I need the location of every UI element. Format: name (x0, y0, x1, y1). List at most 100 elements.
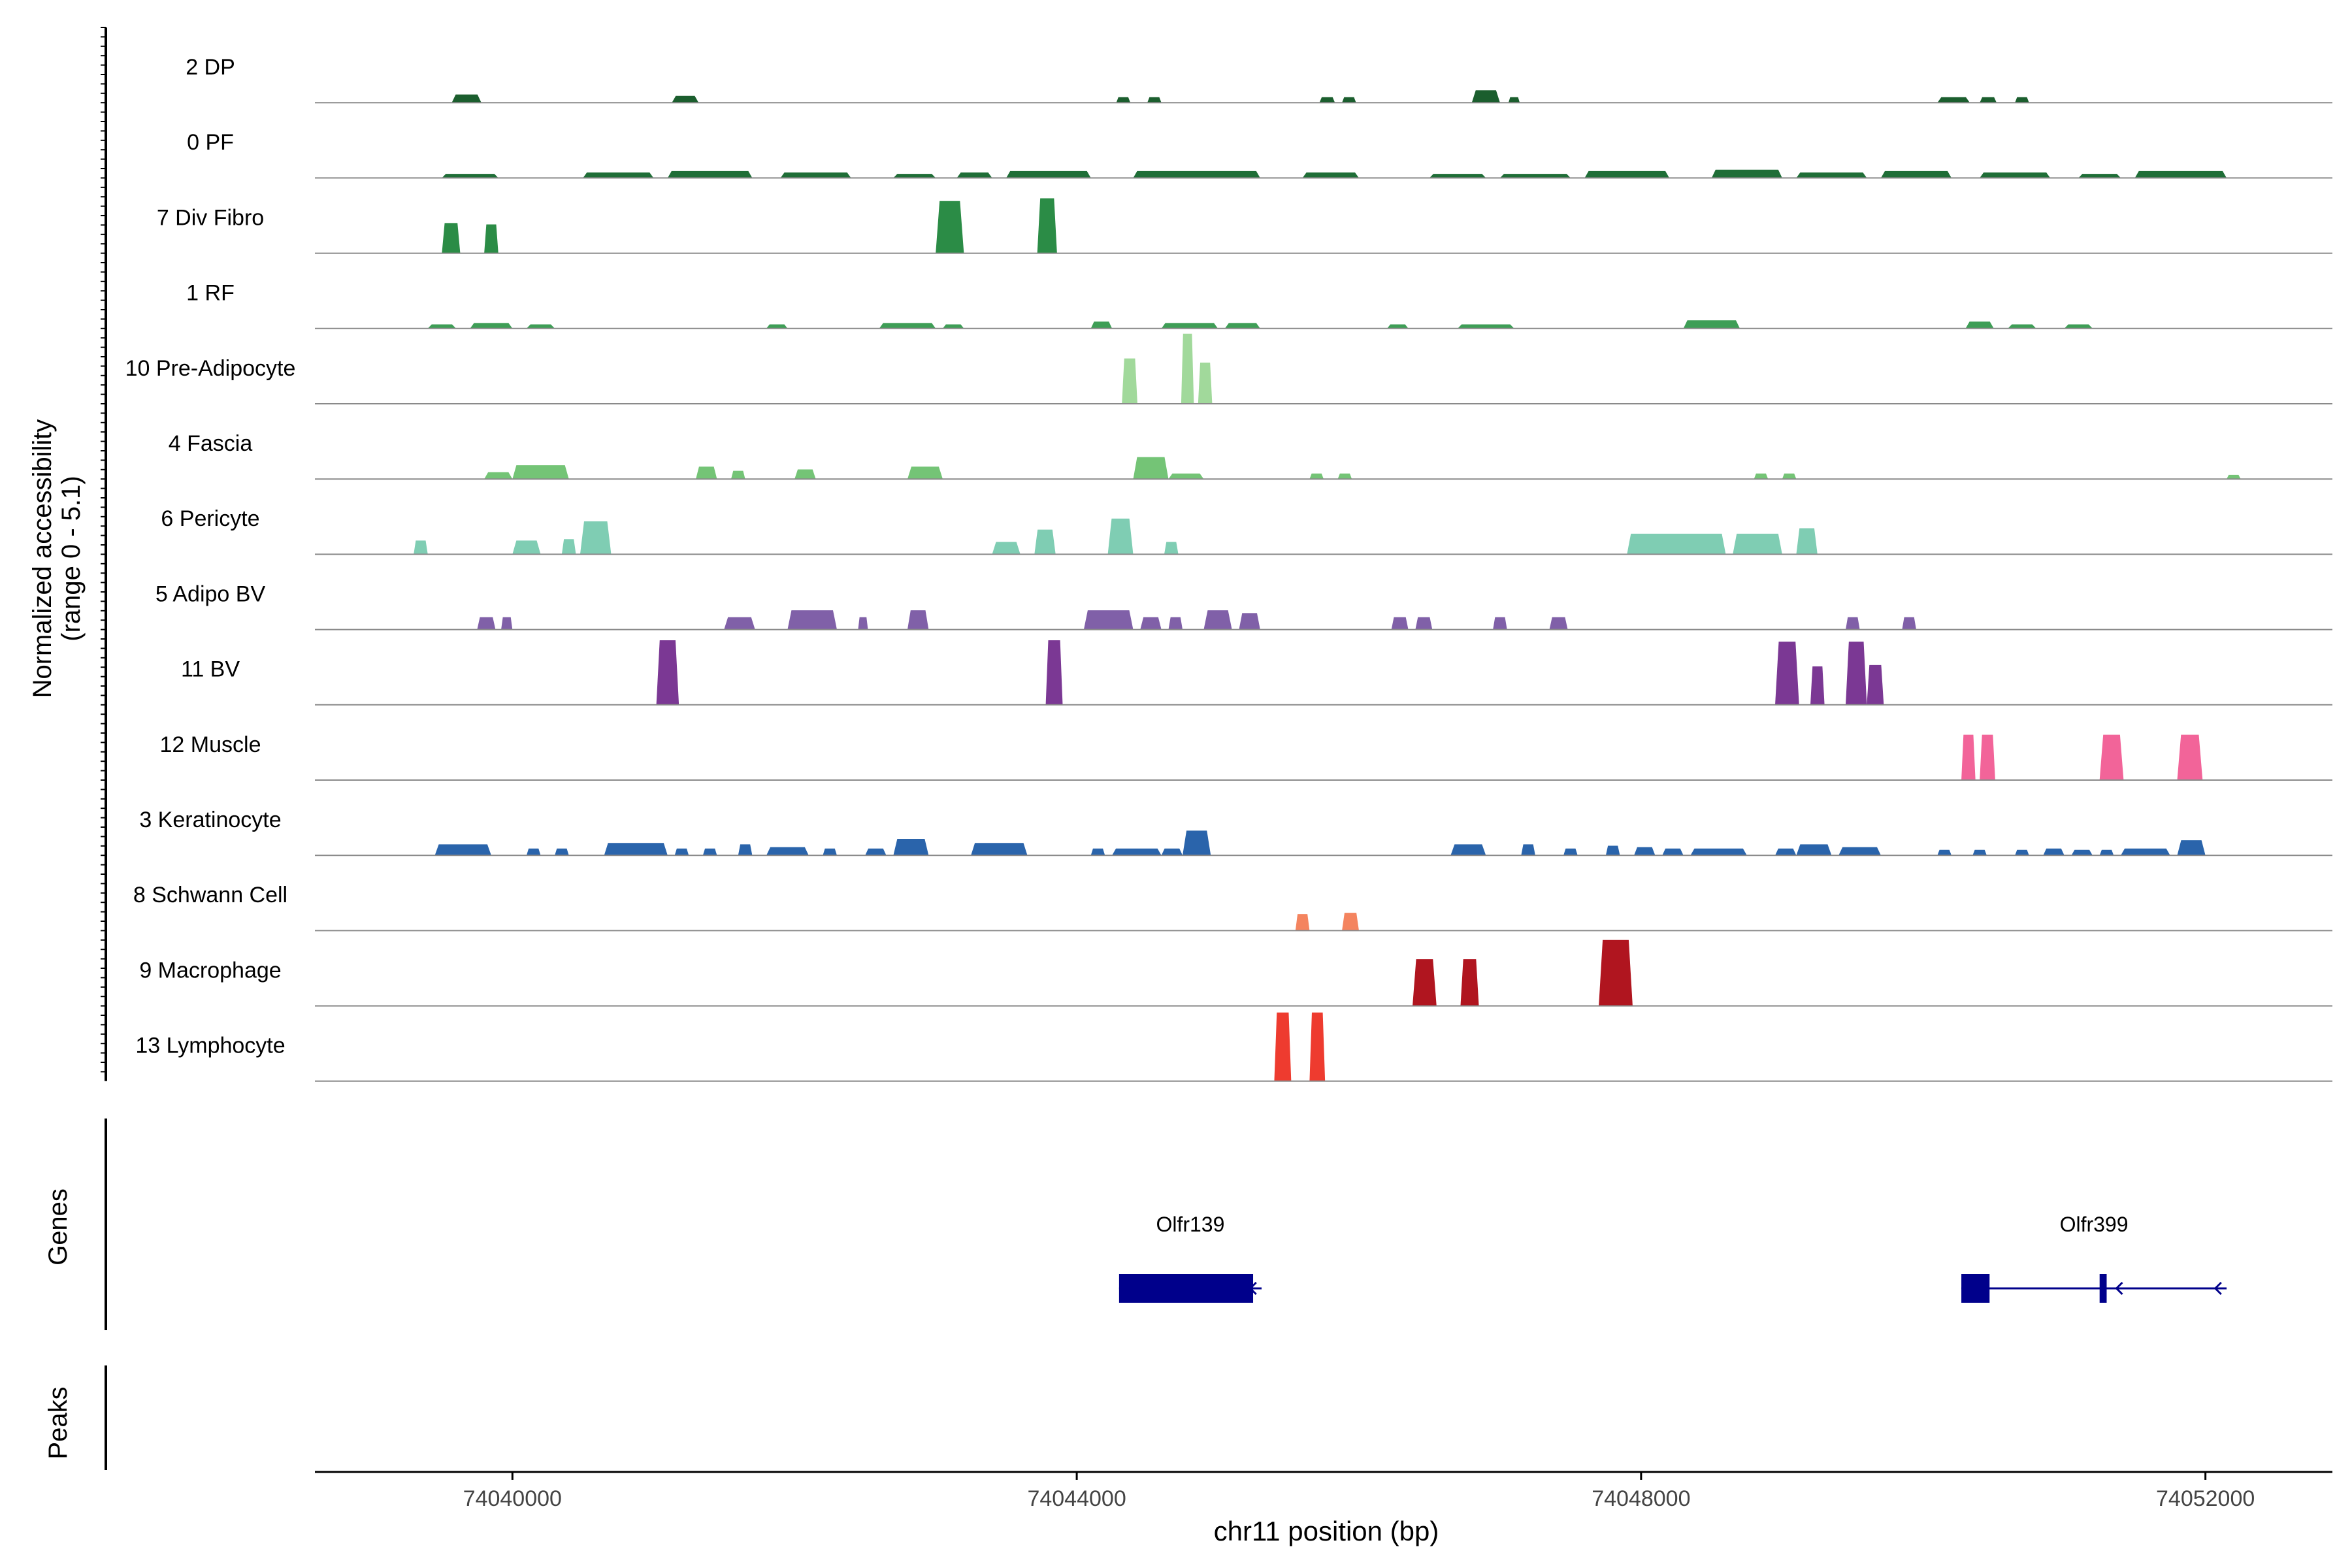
coverage-peak (2008, 324, 2036, 329)
coverage-peak (2099, 849, 2114, 856)
track-label: 6 Pericyte (161, 506, 259, 531)
coverage-peak (702, 848, 717, 856)
coverage-peak (1309, 473, 1324, 480)
strand-arrow (2115, 1281, 2123, 1296)
coverage-peak (1116, 97, 1131, 103)
strand-arrow (2213, 1281, 2222, 1296)
coverage-peak (2015, 97, 2029, 103)
coverage-peak (442, 223, 461, 253)
track-label: 12 Muscle (160, 732, 261, 757)
coverage-peak (780, 172, 851, 178)
coverage-peak (1867, 664, 1884, 705)
coverage-peak (1584, 171, 1670, 178)
coverage-peak (1274, 1012, 1292, 1081)
coverage-peak (2099, 734, 2124, 780)
coverage-peak (1754, 473, 1769, 480)
coverage-peak (667, 171, 753, 178)
coverage-peak (2177, 840, 2206, 856)
coverage-peak (1387, 324, 1409, 329)
gene-exon (1119, 1274, 1254, 1303)
coverage-peak (1810, 666, 1825, 705)
coverage-peak (2121, 848, 2170, 856)
coverage-peak (858, 617, 868, 630)
coverage-peak (893, 174, 936, 178)
coverage-peak (1006, 171, 1091, 178)
x-tick-label: 74040000 (463, 1486, 562, 1511)
coverage-peak (1342, 97, 1356, 103)
track-6: 4 Fascia (169, 431, 2332, 480)
coverage-peak (1122, 358, 1137, 404)
coverage-peak (1880, 171, 1952, 178)
coverage-peak (907, 610, 929, 630)
coverage-peak (2227, 474, 2241, 480)
coverage-peak (1471, 90, 1500, 103)
coverage-peak (1415, 617, 1433, 630)
coverage-peak (942, 324, 964, 329)
track-label: 7 Div Fibro (157, 205, 264, 230)
coverage-peak (1168, 473, 1204, 480)
coverage-peak (442, 174, 498, 178)
coverage-peak (451, 94, 482, 103)
coverage-peak (1045, 640, 1063, 705)
peaks-panel-title: Peaks (44, 1386, 73, 1459)
y-axis (101, 27, 107, 1081)
coverage-peak (470, 323, 513, 329)
coverage-peak (1083, 610, 1134, 630)
coverage-peak (766, 847, 809, 856)
coverage-peak (501, 617, 513, 630)
coverage-peak (1980, 172, 2051, 178)
coverage-peak (1034, 529, 1056, 555)
coverage-peak (1775, 848, 1797, 856)
track-7: 6 Pericyte (161, 506, 2332, 555)
coverage-peak (1845, 617, 1860, 630)
coverage-peak (583, 172, 654, 178)
track-label: 9 Macrophage (139, 958, 281, 983)
coverage-peak (484, 224, 498, 253)
coverage-peak (1090, 848, 1105, 856)
coverage-peak (1337, 473, 1352, 480)
coverage-peak (907, 466, 943, 480)
coverage-peak (1796, 528, 1818, 555)
track-11: 3 Keratinocyte (139, 808, 2332, 857)
coverage-peak (1203, 610, 1232, 630)
coverage-peak (1796, 844, 1832, 856)
track-8: 5 Adipo BV (155, 581, 2332, 630)
coverage-peak (1183, 830, 1211, 856)
coverage-peak (561, 539, 576, 555)
gene-name-label: Olfr399 (2060, 1213, 2129, 1236)
coverage-peak (1775, 642, 1799, 705)
coverage-peak (1342, 913, 1359, 931)
coverage-peak (766, 324, 788, 329)
coverage-peak (656, 640, 679, 705)
coverage-peak (2043, 848, 2065, 856)
track-label: 1 RF (186, 281, 235, 306)
coverage-peak (1549, 617, 1568, 630)
coverage-peak (1164, 542, 1179, 555)
track-9: 11 BV (181, 640, 2332, 706)
coverage-peak (1302, 172, 1359, 178)
coverage-peak (1140, 617, 1162, 630)
y-axis-title-line2: (range 0 - 5.1) (57, 476, 86, 641)
coverage-peak (1845, 642, 1867, 705)
coverage-peak (1413, 959, 1437, 1006)
track-4: 1 RF (186, 281, 2332, 329)
coverage-peak (512, 465, 569, 480)
track-10: 12 Muscle (160, 732, 2332, 781)
coverage-peak (1627, 533, 1726, 555)
coverage-peak (731, 470, 745, 480)
coverage-peak (1605, 845, 1620, 856)
coverage-peak (787, 610, 837, 630)
coverage-peak (1107, 518, 1134, 555)
coverage-peak (1133, 171, 1260, 178)
track-label: 3 Keratinocyte (139, 808, 281, 832)
coverage-peak (1309, 1012, 1326, 1081)
coverage-peak (1662, 848, 1684, 856)
coverage-peak (1239, 613, 1260, 630)
track-12: 8 Schwann Cell (133, 883, 2332, 932)
track-label: 0 PF (187, 130, 234, 155)
track-label: 10 Pre-Adipocyte (125, 356, 296, 381)
coverage-peak (1499, 174, 1571, 178)
coverage-peak (696, 466, 717, 480)
coverage-peak (1599, 939, 1633, 1006)
